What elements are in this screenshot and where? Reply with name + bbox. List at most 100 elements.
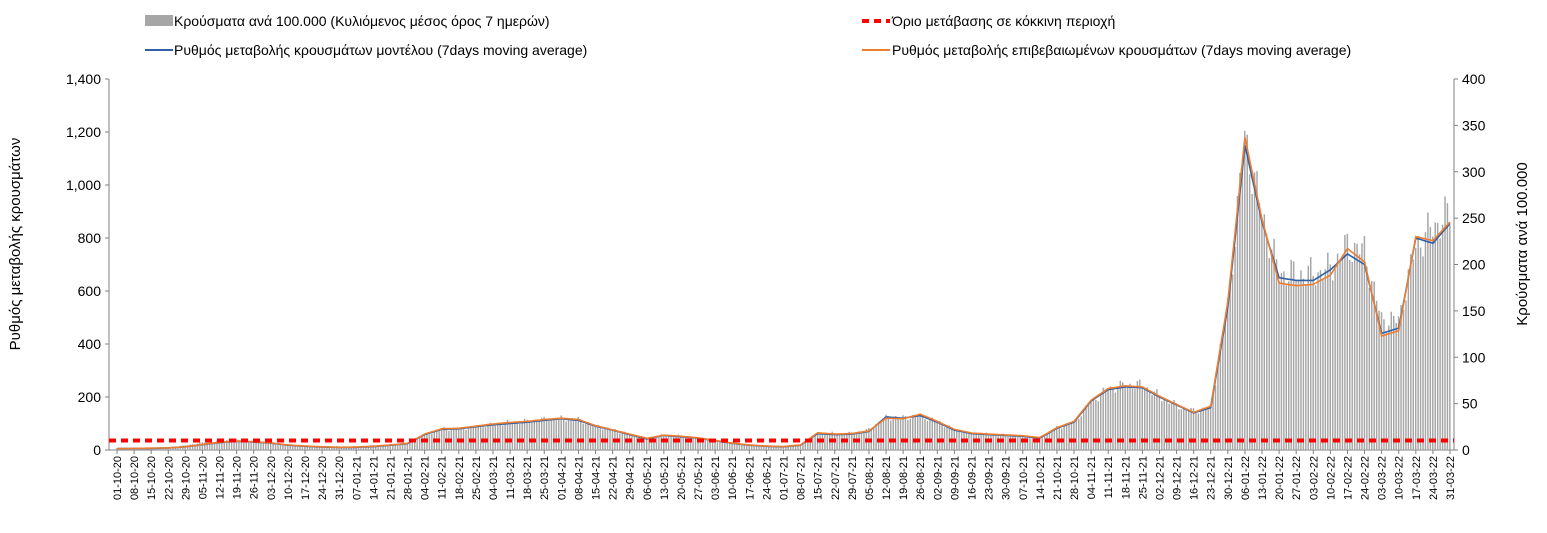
y-tick-label-left: 1,000 [66,177,101,193]
cases-bar [389,443,392,450]
x-tick-label: 24-06-21 [761,456,773,500]
cases-bar [641,436,643,450]
cases-bar [516,421,518,450]
cases-bar [970,433,973,450]
cases-bar [306,445,309,450]
cases-bar [1095,399,1097,450]
cases-bar [936,421,938,450]
cases-bar [1241,166,1244,450]
x-tick-label: 08-04-21 [573,456,585,500]
cases-bar [1124,387,1126,450]
cases-bar [1353,242,1356,450]
cases-bar [304,445,306,450]
cases-bar [584,423,587,450]
cases-bar [1134,388,1136,450]
cases-bar [379,444,382,450]
cases-bar [316,445,318,450]
cases-bar [1104,389,1107,450]
cases-bar [431,433,433,450]
cases-bar [1236,196,1239,450]
cases-bar [1007,436,1009,450]
cases-bar [941,424,943,450]
cases-bar [1378,310,1380,450]
cases-bar [1026,437,1029,450]
cases-bar [277,443,279,450]
cases-bar [851,432,853,450]
cases-bar [1129,383,1131,450]
cases-bar [772,447,775,450]
cases-bar [521,422,523,450]
cases-bar [736,444,738,450]
cases-bar [116,448,118,450]
y-tick-label-right: 200 [1462,257,1486,273]
cases-bar [597,424,599,450]
cases-bar [1017,436,1019,450]
cases-bar [1449,225,1451,450]
legend: Κρούσματα ανά 100.000 (Κυλιόμενος μέσος … [145,13,1351,58]
cases-bar [1165,399,1168,450]
cases-bar [1156,389,1158,450]
cases-bar [555,420,558,450]
legend-label-threshold: Όριο μετάβασης σε κόκκινη περιοχή [891,13,1115,29]
x-tick-label: 28-10-21 [1069,456,1081,500]
cases-bar [1329,264,1331,450]
x-tick-label: 26-08-21 [915,456,927,500]
cases-bar [880,422,882,450]
x-tick-label: 19-08-21 [898,456,910,500]
x-tick-label: 10-03-22 [1394,456,1406,500]
cases-bar [1290,259,1292,450]
cases-bar [1263,214,1266,450]
cases-bar [633,435,636,450]
x-tick-label: 29-10-20 [180,456,192,500]
x-tick-label: 25-03-21 [539,456,551,500]
cases-bar [443,427,445,450]
cases-bar [804,441,807,450]
cases-bar [223,440,226,450]
cases-bar [577,416,580,450]
cases-bar [321,446,323,450]
cases-bar [489,422,492,450]
x-tick-label: 28-01-21 [403,456,415,500]
x-tick-label: 18-11-21 [1120,456,1132,499]
cases-bar [506,419,509,450]
cases-bar [814,433,816,450]
cases-bar [1004,434,1007,450]
x-tick-label: 22-04-21 [608,456,620,500]
cases-bar [272,442,274,450]
legend-label-confirmed: Ρυθμός μεταβολής επιβεβαιωμένων κρουσμάτ… [892,42,1351,58]
cases-bar [418,437,421,450]
cases-bar [1100,393,1102,450]
cases-bar [526,419,528,450]
cases-bar [194,444,196,450]
cases-bar [631,434,633,450]
cases-bar [929,418,931,450]
cases-bar [572,419,575,450]
cases-bar [724,442,726,450]
cases-bar [1246,134,1248,450]
x-tick-label: 16-09-21 [966,456,978,500]
cases-bar [262,441,265,450]
x-tick-label: 11-11-21 [1103,456,1115,498]
cases-bar [1183,406,1185,450]
cases-bar [702,439,704,450]
x-tick-label: 23-09-21 [984,456,996,500]
cases-bar [235,438,238,450]
cases-bar [948,425,951,450]
cases-bar [1346,233,1349,450]
cases-bar [360,446,362,450]
cases-bar [536,421,538,450]
cases-bar [523,418,526,450]
x-tick-label: 02-09-21 [932,456,944,500]
cases-bar [538,421,540,450]
x-tick-label: 09-12-21 [1172,456,1184,500]
cases-bar [807,440,809,450]
cases-bar [255,440,257,450]
cases-bar [413,440,416,450]
cases-bar [763,446,765,450]
cases-bar [704,438,706,450]
cases-bar [802,443,804,450]
cases-bar [230,440,233,450]
y-tick-label-left: 600 [78,283,102,299]
x-tick-label: 03-02-22 [1308,456,1320,500]
cases-bar [357,446,360,450]
